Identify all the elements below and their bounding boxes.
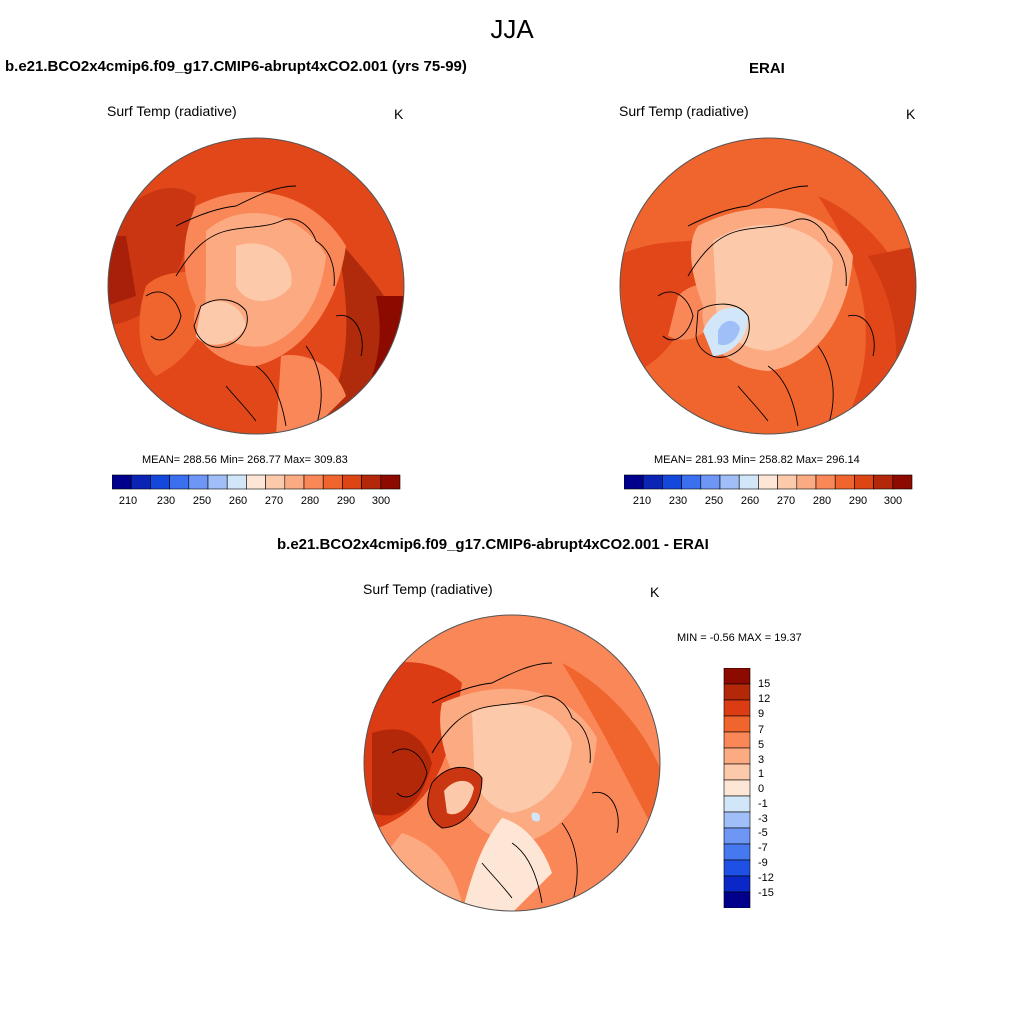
colorbar-swatch	[342, 474, 362, 490]
colorbar-swatch	[758, 474, 778, 490]
cbar-3-tick: 1	[758, 768, 765, 780]
cbar-1-tick: 270	[264, 495, 284, 507]
panel-2-title: ERAI	[749, 60, 785, 77]
cbar-3-tick: -12	[758, 872, 774, 884]
colorbar-swatch	[723, 843, 751, 861]
colorbar-swatch	[284, 474, 305, 490]
cbar-3-tick: -3	[758, 813, 768, 825]
panel-1-title: b.e21.BCO2x4cmip6.f09_g17.CMIP6-abrupt4x…	[5, 58, 467, 75]
panel-3-units: K	[650, 584, 660, 600]
cbar-2-tick: 290	[848, 495, 868, 507]
cbar-3-tick: 7	[758, 724, 765, 736]
cbar-3-tick: -5	[758, 827, 768, 839]
colorbar-swatch	[303, 474, 324, 490]
colorbar-swatch	[723, 859, 751, 877]
panel-2-units: K	[906, 106, 916, 122]
cbar-1-tick: 260	[228, 495, 248, 507]
cbar-2-tick: 230	[668, 495, 688, 507]
panel-2-variable: Surf Temp (radiative)	[619, 103, 749, 119]
cbar-3-tick: -1	[758, 798, 768, 810]
colorbar-swatch	[681, 474, 702, 490]
cbar-3-tick: -7	[758, 842, 768, 854]
cbar-3-tick: 0	[758, 783, 765, 795]
panel-3-colorbar	[723, 668, 751, 908]
colorbar-swatch	[723, 699, 751, 717]
cbar-2-tick: 260	[740, 495, 760, 507]
panel-2-polar-map	[619, 137, 917, 435]
cbar-2-tick: 300	[883, 495, 903, 507]
cbar-1-tick: 280	[300, 495, 320, 507]
colorbar-swatch	[322, 474, 343, 490]
cbar-1-tick: 230	[156, 495, 176, 507]
colorbar-swatch	[723, 763, 751, 781]
colorbar-swatch	[815, 474, 836, 490]
colorbar-swatch	[738, 474, 759, 490]
cbar-1-tick: 290	[336, 495, 356, 507]
colorbar-swatch	[892, 474, 913, 490]
panel-2-colorbar	[624, 474, 913, 490]
colorbar-swatch	[226, 474, 247, 490]
cbar-3-tick: 5	[758, 739, 765, 751]
colorbar-swatch	[873, 474, 894, 490]
cbar-1-tick: 210	[118, 495, 138, 507]
colorbar-swatch	[723, 827, 751, 845]
colorbar-swatch	[723, 891, 751, 908]
colorbar-swatch	[112, 474, 132, 490]
colorbar-swatch	[700, 474, 721, 490]
cbar-1-tick: 250	[192, 495, 212, 507]
panel-1-units: K	[394, 106, 404, 122]
colorbar-swatch	[723, 668, 751, 685]
colorbar-swatch	[723, 747, 751, 765]
colorbar-swatch	[188, 474, 209, 490]
panel-1-stats: MEAN= 288.56 Min= 268.77 Max= 309.83	[142, 454, 348, 466]
colorbar-swatch	[796, 474, 817, 490]
panel-1-variable: Surf Temp (radiative)	[107, 103, 237, 119]
colorbar-swatch	[719, 474, 740, 490]
cbar-3-tick: -15	[758, 887, 774, 899]
cbar-3-tick: 9	[758, 708, 765, 720]
figure-title: JJA	[490, 14, 534, 44]
colorbar-swatch	[361, 474, 382, 490]
panel-1-colorbar	[112, 474, 401, 490]
panel-1-polar-map	[107, 137, 405, 435]
panel-3-title: b.e21.BCO2x4cmip6.f09_g17.CMIP6-abrupt4x…	[277, 536, 709, 553]
colorbar-swatch	[265, 474, 286, 490]
colorbar-swatch	[723, 875, 751, 893]
panel-3-polar-map	[363, 614, 661, 912]
colorbar-swatch	[642, 474, 663, 490]
colorbar-swatch	[723, 779, 751, 797]
panel-2-stats: MEAN= 281.93 Min= 258.82 Max= 296.14	[654, 454, 860, 466]
colorbar-swatch	[169, 474, 190, 490]
colorbar-swatch	[723, 811, 751, 829]
cbar-3-tick: -9	[758, 857, 768, 869]
colorbar-swatch	[207, 474, 228, 490]
cbar-1-tick: 300	[371, 495, 391, 507]
colorbar-swatch	[380, 474, 401, 490]
colorbar-swatch	[723, 731, 751, 749]
panel-3-stats: MIN = -0.56 MAX = 19.37	[677, 632, 802, 644]
cbar-3-tick: 12	[758, 693, 771, 705]
colorbar-swatch	[246, 474, 266, 490]
cbar-2-tick: 210	[632, 495, 652, 507]
colorbar-swatch	[777, 474, 798, 490]
colorbar-swatch	[723, 715, 751, 733]
colorbar-swatch	[834, 474, 855, 490]
cbar-2-tick: 280	[812, 495, 832, 507]
colorbar-swatch	[130, 474, 151, 490]
cbar-2-tick: 270	[776, 495, 796, 507]
colorbar-swatch	[723, 795, 751, 813]
colorbar-swatch	[662, 474, 682, 490]
colorbar-swatch	[150, 474, 170, 490]
cbar-3-tick: 3	[758, 754, 765, 766]
cbar-3-tick: 15	[758, 678, 771, 690]
colorbar-swatch	[854, 474, 874, 490]
colorbar-swatch	[624, 474, 644, 490]
colorbar-swatch	[723, 683, 751, 701]
panel-3-variable: Surf Temp (radiative)	[363, 581, 493, 597]
cbar-2-tick: 250	[704, 495, 724, 507]
